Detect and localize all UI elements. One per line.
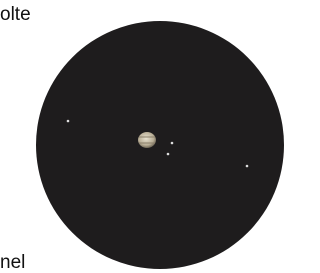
page: olte nel (() => { const data = JSON.pars… — [0, 0, 320, 273]
jupiter — [138, 132, 156, 148]
eyepiece-field — [36, 21, 284, 269]
telescope-view: olte nel — [0, 0, 291, 273]
moon — [171, 142, 174, 145]
moon — [246, 165, 249, 168]
caption-fragment: olte — [0, 4, 31, 25]
moon — [67, 120, 70, 123]
caption-fragment: nel — [0, 252, 25, 273]
moon — [167, 153, 170, 156]
